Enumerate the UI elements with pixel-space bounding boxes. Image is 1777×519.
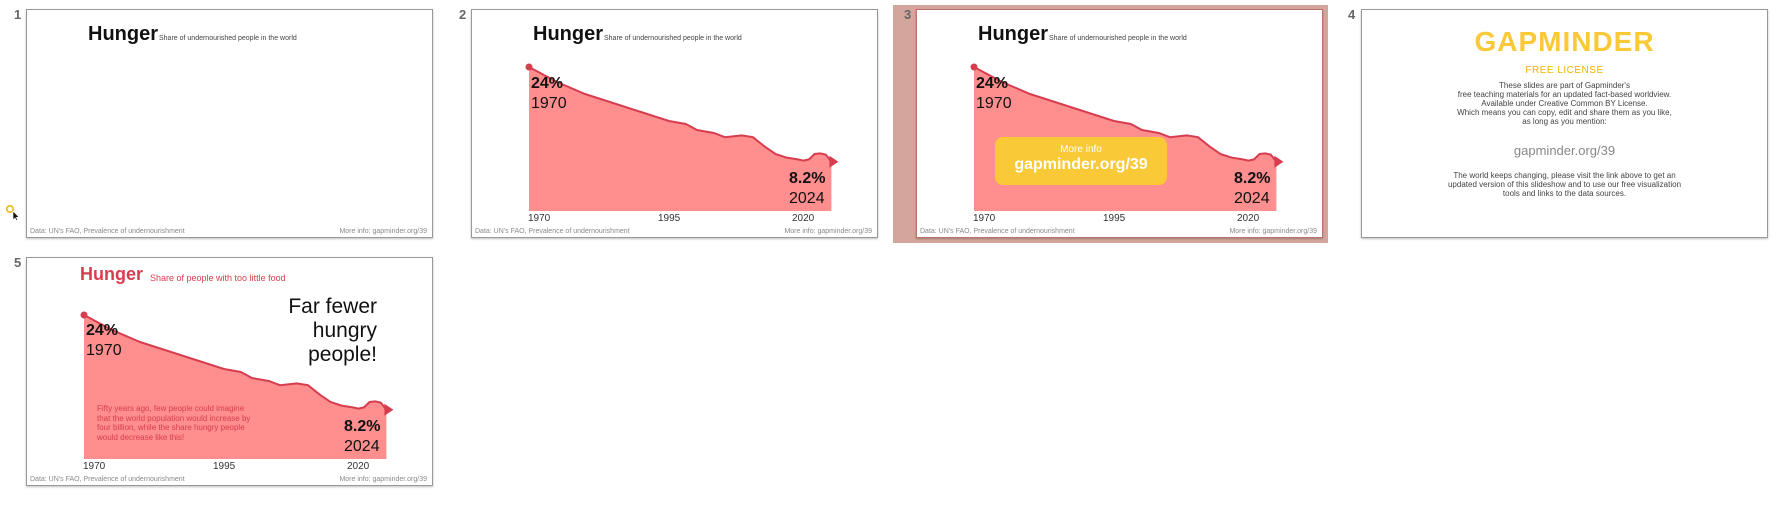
end-value-label: 8.2%	[789, 170, 826, 187]
headline-text: Far fewer hungry people!	[288, 295, 377, 366]
area-fill	[84, 315, 387, 459]
slide-number: 2	[459, 7, 467, 22]
source-footer: Data: UN's FAO, Prevalence of undernouri…	[475, 228, 630, 235]
slide-number: 3	[904, 7, 912, 22]
start-value-label: 24%	[976, 75, 1009, 92]
more-info-footer: More info: gapminder.org/39	[784, 228, 872, 235]
x-tick-label: 1970	[528, 213, 551, 224]
slide-number: 4	[1348, 7, 1356, 22]
more-info-footer: More info: gapminder.org/39	[339, 476, 427, 483]
end-arrow	[829, 155, 839, 168]
x-tick-label: 1995	[1103, 213, 1126, 224]
series-line	[973, 66, 1278, 163]
slide-number: 5	[14, 255, 22, 270]
end-arrow	[1274, 155, 1284, 168]
slide-title: Hunger	[80, 264, 143, 284]
slide-subtitle: Share of undernourished people in the wo…	[1049, 35, 1187, 42]
slide-thumbnail-3[interactable]: Hunger Share of undernourished people in…	[916, 9, 1323, 238]
start-year-label: 1970	[86, 342, 122, 359]
more-info-label: More info	[1060, 144, 1102, 155]
x-tick-label: 2020	[347, 461, 370, 472]
source-footer: Data: UN's FAO, Prevalence of undernouri…	[30, 476, 185, 483]
slide-subtitle: Share of undernourished people in the wo…	[604, 35, 742, 42]
start-year-label: 1970	[531, 95, 567, 112]
slide-thumbnail-4[interactable]: GAPMINDER FREE LICENSE These slides are …	[1361, 9, 1768, 238]
gapminder-url: gapminder.org/39	[1513, 143, 1616, 158]
x-tick-label: 1970	[83, 461, 106, 472]
x-tick-label: 1995	[658, 213, 681, 224]
start-point	[80, 311, 88, 319]
slide-thumbnail-2[interactable]: Hunger Share of undernourished people in…	[471, 9, 878, 238]
start-point	[970, 63, 978, 71]
hunger-area-chart	[525, 63, 839, 211]
start-point	[525, 63, 533, 71]
start-value-label: 24%	[531, 75, 564, 92]
end-value-label: 8.2%	[344, 418, 381, 435]
end-arrow	[384, 403, 394, 416]
pointer-cursor-icon	[6, 204, 20, 225]
more-info-footer: More info: gapminder.org/39	[339, 228, 427, 235]
x-tick-label: 1995	[213, 461, 236, 472]
license-text: These slides are part of Gapminder's fre…	[1457, 81, 1672, 126]
end-value-label: 8.2%	[1234, 170, 1271, 187]
gapminder-logo: GAPMINDER	[1474, 26, 1655, 57]
area-fill	[529, 67, 832, 211]
update-text: The world keeps changing, please visit t…	[1447, 171, 1682, 198]
end-year-label: 2024	[789, 190, 825, 207]
slide-thumbnail-5[interactable]: Hunger Share of people with too little f…	[26, 257, 433, 486]
slide-thumbnail-1[interactable]: Hunger Share of undernourished people in…	[26, 9, 433, 238]
source-footer: Data: UN's FAO, Prevalence of undernouri…	[30, 228, 185, 235]
x-tick-label: 2020	[792, 213, 815, 224]
slide-number: 1	[14, 7, 22, 22]
start-year-label: 1970	[976, 95, 1012, 112]
slide-title: Hunger	[978, 23, 1048, 45]
x-tick-label: 1970	[973, 213, 996, 224]
slide-title: Hunger	[533, 23, 603, 45]
free-license-label: FREE LICENSE	[1525, 65, 1604, 76]
source-footer: Data: UN's FAO, Prevalence of undernouri…	[920, 228, 1075, 235]
slide-subtitle: Share of undernourished people in the wo…	[159, 35, 297, 42]
end-year-label: 2024	[344, 438, 380, 455]
more-info-footer: More info: gapminder.org/39	[1229, 228, 1317, 235]
end-year-label: 2024	[1234, 190, 1270, 207]
hunger-area-chart	[80, 311, 394, 459]
start-value-label: 24%	[86, 322, 119, 339]
note-text: Fifty years ago, few people could imagin…	[97, 404, 251, 442]
series-line	[83, 314, 388, 411]
more-info-url: gapminder.org/39	[1014, 156, 1148, 173]
slide-subtitle: Share of people with too little food	[150, 273, 286, 283]
series-line	[528, 66, 833, 163]
more-info-box: More info gapminder.org/39	[995, 137, 1167, 185]
slide-title: Hunger	[88, 23, 158, 45]
x-tick-label: 2020	[1237, 213, 1260, 224]
